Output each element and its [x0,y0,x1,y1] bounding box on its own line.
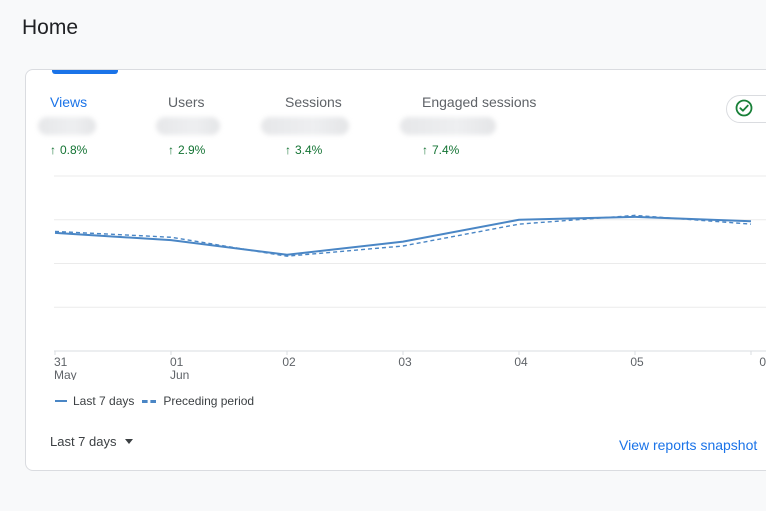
x-tick-sublabel: Jun [170,368,189,380]
x-tick-label: 04 [514,355,528,369]
series-line-last-7-days [54,215,752,256]
insights-status-chip[interactable] [726,95,766,123]
data-point [517,222,521,226]
x-tick-label: 05 [630,355,644,369]
date-range-dropdown[interactable]: Last 7 days [50,434,133,449]
metric-label: Users [168,94,205,110]
metric-change: ↑ 2.9% [168,143,228,157]
legend-label-current: Last 7 days [73,394,135,408]
page-title: Home [22,16,79,39]
data-point [53,229,57,233]
metric-value-redacted [400,117,496,135]
arrow-up-icon: ↑ [50,143,56,157]
dropdown-caret-icon [124,439,133,444]
overview-card: Views ↑ 0.8% Users ↑ 2.9% Sessions ↑ 3.4% E… [25,69,766,471]
data-point [285,254,289,258]
metric-tab-views[interactable]: Views ↑ 0.8% [38,94,110,157]
x-tick-label: 31 [54,355,68,369]
metric-tab-engaged-sessions[interactable]: Engaged sessions ↑ 7.4% [400,94,552,157]
metric-change: ↑ 7.4% [422,143,552,157]
metric-change: ↑ 0.8% [50,143,110,157]
x-tick-label: 01 [170,355,184,369]
data-point [169,235,173,239]
metric-label: Engaged sessions [422,94,537,110]
metric-tab-sessions[interactable]: Sessions ↑ 3.4% [261,94,355,157]
metric-change-value: 2.9% [178,143,206,157]
arrow-up-icon: ↑ [285,143,291,157]
metric-tab-users[interactable]: Users ↑ 2.9% [156,94,228,157]
chart-legend: Last 7 days Preceding period [55,394,254,408]
data-point [517,218,521,222]
check-circle-icon [735,99,753,122]
metric-value-redacted [261,117,349,135]
data-point [401,240,405,244]
x-tick-label: 03 [398,355,412,369]
metric-value-redacted [156,117,220,135]
x-tick-label: 06 [759,355,766,369]
legend-swatch-dashed [142,399,157,403]
active-tab-indicator [52,70,118,74]
arrow-up-icon: ↑ [168,143,174,157]
metric-value-redacted [38,117,96,135]
series-line-preceding-period [54,214,752,257]
x-tick-label: 02 [282,355,296,369]
date-range-label: Last 7 days [50,434,117,449]
metric-change-value: 0.8% [60,143,88,157]
metric-change: ↑ 3.4% [285,143,355,157]
view-reports-snapshot-link[interactable]: View reports snapshot [619,437,758,453]
metric-change-value: 3.4% [295,143,323,157]
metric-label: Views [50,94,88,110]
data-point [401,244,405,248]
arrow-up-icon: ↑ [422,143,428,157]
data-point [749,222,753,226]
metric-label: Sessions [285,94,342,110]
x-tick-sublabel: May [54,368,77,380]
metric-change-value: 7.4% [432,143,460,157]
data-point [633,213,637,217]
legend-swatch-solid [55,400,67,402]
legend-label-previous: Preceding period [163,394,255,408]
